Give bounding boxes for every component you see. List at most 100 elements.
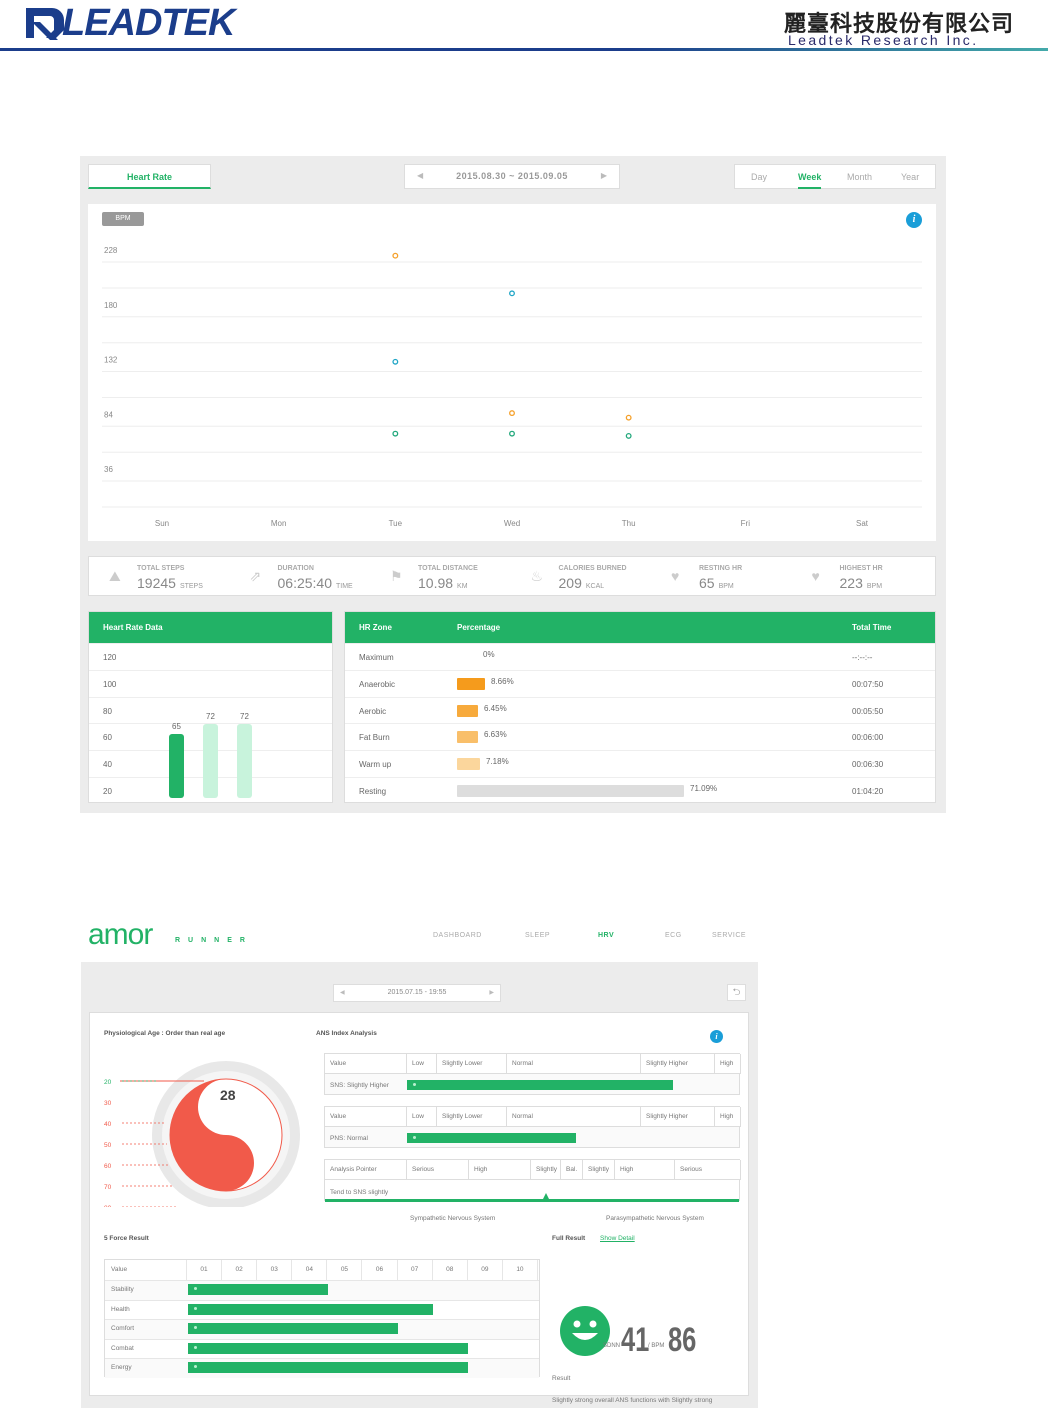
header-divider bbox=[0, 48, 1048, 51]
data-point[interactable] bbox=[509, 410, 515, 417]
info-icon[interactable]: i bbox=[906, 212, 922, 228]
data-point[interactable] bbox=[392, 430, 399, 437]
stat-unit: KM bbox=[457, 583, 468, 590]
force-name: Stability bbox=[111, 1286, 134, 1293]
zone-time: 00:05:50 bbox=[852, 706, 884, 716]
ans-header-cell: High bbox=[715, 1107, 741, 1127]
hrv-content-panel: Physiological Age : Order than real age … bbox=[89, 1012, 749, 1404]
stat-number: 209 bbox=[558, 575, 582, 591]
x-tick-label: Mon bbox=[271, 519, 287, 528]
info-icon[interactable]: i bbox=[710, 1030, 723, 1043]
hrv-date-label: 2015.07.15 - 19:55 bbox=[387, 989, 447, 996]
nav-ecg[interactable]: ECG bbox=[665, 932, 682, 939]
nav-dashboard[interactable]: DASHBOARD bbox=[433, 932, 482, 939]
result-label: Result bbox=[552, 1375, 571, 1382]
zone-bar bbox=[457, 785, 684, 797]
y-tick-label: 228 bbox=[104, 246, 118, 255]
force-name: Health bbox=[111, 1305, 130, 1313]
stat-label: HIGHEST HR bbox=[839, 565, 883, 572]
prev-arrow-icon[interactable]: ◀ bbox=[340, 990, 345, 996]
hr-data-tick: 80 bbox=[103, 706, 112, 716]
leadtek-logo bbox=[26, 8, 64, 40]
smiley-icon bbox=[560, 1306, 610, 1356]
period-week[interactable]: Week bbox=[798, 172, 822, 189]
prev-arrow-icon[interactable]: ◀ bbox=[417, 171, 424, 180]
hr-data-tick: 60 bbox=[103, 733, 112, 743]
stat-unit: KCAL bbox=[585, 583, 605, 590]
data-point[interactable] bbox=[509, 290, 515, 297]
amor-logo-sub: RUNNER bbox=[175, 937, 253, 944]
stat-value: 06:25:40 TIME bbox=[278, 575, 353, 591]
zone-name: Anaerobic bbox=[359, 679, 396, 689]
force-name: Energy bbox=[111, 1364, 132, 1372]
hr-bar[interactable] bbox=[237, 723, 252, 798]
age-tick-label: 70 bbox=[104, 1184, 112, 1191]
period-month[interactable]: Month bbox=[847, 172, 873, 182]
ans-header-cell: Normal bbox=[507, 1107, 641, 1127]
hr-data-tick: 100 bbox=[103, 679, 117, 689]
show-detail-link[interactable]: Show Detail bbox=[600, 1235, 635, 1242]
ans-header-cell: Serious bbox=[407, 1160, 469, 1180]
hr-bar[interactable] bbox=[203, 723, 218, 798]
ans-header-cell: Low bbox=[407, 1107, 437, 1127]
nav-service[interactable]: SERVICE bbox=[712, 932, 747, 939]
x-tick-label: Wed bbox=[504, 519, 520, 528]
stat-duration: ⇗ DURATION 06:25:40 TIME bbox=[250, 563, 380, 593]
ans-header-cell: Slightly Lower bbox=[437, 1054, 507, 1074]
stat-number: 19245 bbox=[137, 575, 176, 591]
age-tick-label: 80 bbox=[104, 1205, 112, 1207]
zone-percentage: 6.45% bbox=[484, 703, 507, 713]
heart-rate-chart: BPM i 228 180 132 84 36 Sun Mon Tue Wed Thu Fri Sat bbox=[88, 204, 936, 541]
tab-heart-rate[interactable]: Heart Rate bbox=[88, 164, 211, 189]
period-year[interactable]: Year bbox=[901, 172, 920, 182]
summary-stats-bar: ⛰ TOTAL STEPS 19245 STEPS ⇗ DURATION 06:25:40 T… bbox=[88, 556, 936, 596]
data-point[interactable] bbox=[509, 430, 515, 437]
data-point[interactable] bbox=[392, 358, 399, 365]
zone-time: 00:06:00 bbox=[852, 733, 884, 743]
flame-icon: ♨ bbox=[530, 568, 544, 584]
data-point[interactable] bbox=[392, 252, 399, 259]
sns-label: SNS: Slightly Higher bbox=[330, 1082, 389, 1089]
zone-percentage: 0% bbox=[483, 650, 495, 659]
stat-number: 10.98 bbox=[418, 575, 454, 591]
hr-bar-label: 72 bbox=[206, 711, 215, 721]
pointer-marker-icon bbox=[543, 1193, 549, 1199]
stat-number: 223 bbox=[839, 575, 863, 591]
pointer-axis bbox=[325, 1199, 739, 1202]
next-arrow-icon[interactable]: ▶ bbox=[489, 990, 494, 996]
ans-header-cell: Normal bbox=[507, 1054, 641, 1074]
next-arrow-icon[interactable]: ▶ bbox=[600, 171, 607, 180]
x-tick-label: Thu bbox=[622, 519, 636, 528]
heart-icon: ♥ bbox=[671, 568, 680, 584]
stat-unit: TIME bbox=[336, 583, 353, 590]
bpm-label: / BPM bbox=[648, 1343, 665, 1349]
period-day[interactable]: Day bbox=[751, 172, 768, 182]
stat-label: CALORIES BURNED bbox=[558, 565, 627, 572]
sdnn-value: 41 bbox=[621, 1321, 650, 1359]
hr-data-tick: 120 bbox=[103, 653, 117, 662]
ans-header-cell: Bal. bbox=[561, 1160, 583, 1180]
amor-logo: amor bbox=[88, 918, 153, 951]
stat-highest-hr: ♥ HIGHEST HR 223 BPM bbox=[812, 563, 942, 593]
sns-bar bbox=[407, 1080, 673, 1090]
x-tick-label: Fri bbox=[741, 519, 751, 528]
force-title: 5 Force Result bbox=[104, 1235, 149, 1242]
stat-value: 65 BPM bbox=[699, 575, 734, 591]
data-point[interactable] bbox=[625, 414, 632, 421]
back-icon[interactable]: ⮌ bbox=[727, 984, 746, 1001]
pointer-label: Tend to SNS slightly bbox=[330, 1189, 389, 1196]
date-range-label: 2015.08.30 ~ 2015.09.05 bbox=[456, 171, 568, 181]
company-name-cn: 麗臺科技股份有限公司 bbox=[784, 12, 1015, 37]
nav-hrv[interactable]: HRV bbox=[598, 932, 615, 939]
hr-bar-label: 65 bbox=[172, 721, 181, 731]
nav-sleep[interactable]: SLEEP bbox=[525, 932, 551, 939]
force-bar bbox=[188, 1284, 328, 1295]
hr-data-title: Heart Rate Data bbox=[103, 623, 163, 632]
sdnn-label: SDNN bbox=[603, 1343, 621, 1349]
data-point[interactable] bbox=[625, 432, 632, 439]
y-tick-label: 84 bbox=[104, 410, 113, 419]
stat-number: 65 bbox=[699, 575, 715, 591]
duration-icon: ⇗ bbox=[249, 568, 262, 584]
y-tick-label: 132 bbox=[104, 356, 118, 365]
hr-bar[interactable] bbox=[169, 733, 184, 798]
